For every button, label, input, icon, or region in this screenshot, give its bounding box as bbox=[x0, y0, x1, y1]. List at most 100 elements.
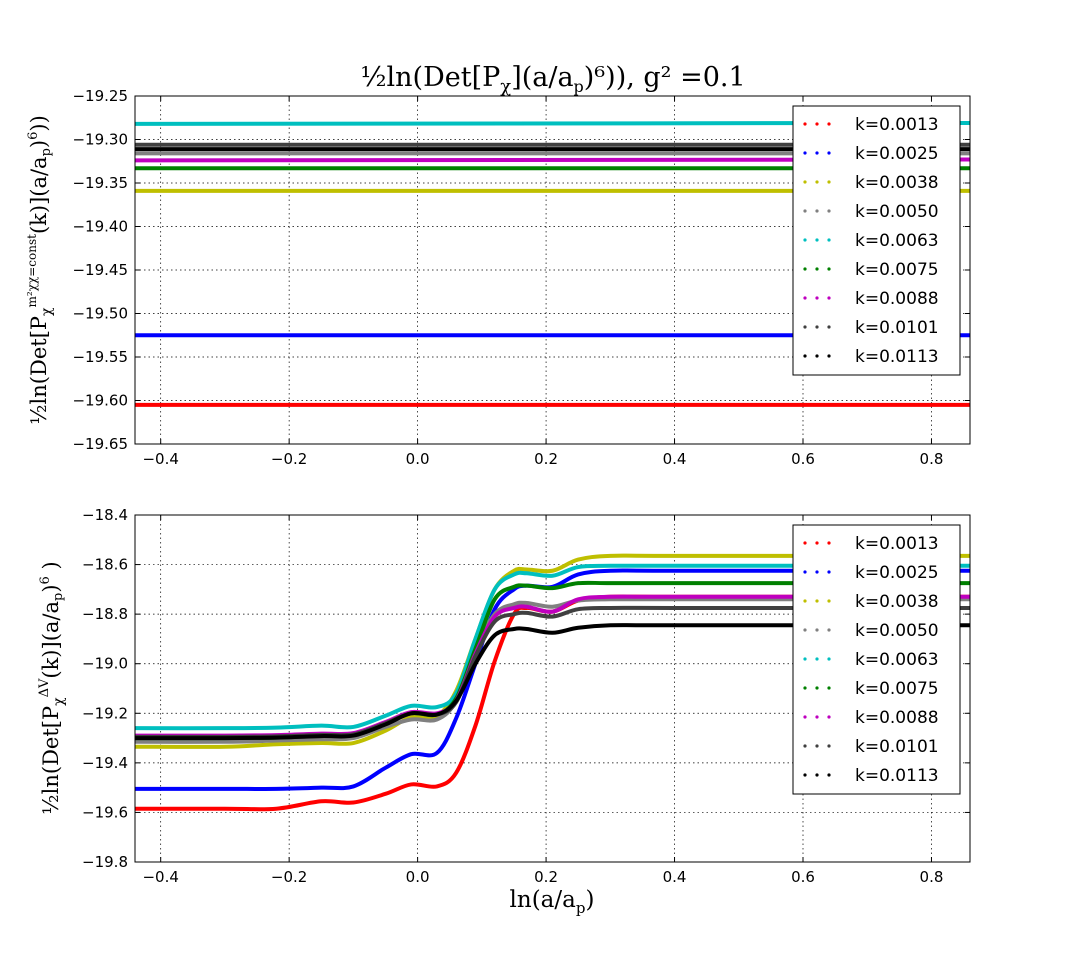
x-tick-label: −0.2 bbox=[271, 868, 307, 886]
legend-marker bbox=[815, 122, 819, 126]
legend-label: k=0.0013 bbox=[855, 115, 939, 135]
legend-label: k=0.0050 bbox=[855, 621, 939, 641]
legend-marker bbox=[815, 151, 819, 155]
legend-marker bbox=[803, 151, 807, 155]
legend-box bbox=[792, 105, 961, 376]
y-tick-label: −19.60 bbox=[72, 392, 128, 410]
legend-marker bbox=[827, 773, 831, 777]
legend-label: k=0.0025 bbox=[855, 144, 939, 164]
svg-text:½ln(Det[Pχm²χχ=const(k)](a/ap): ½ln(Det[Pχm²χχ=const(k)](a/ap)6)) bbox=[25, 115, 55, 425]
series-group bbox=[135, 553, 970, 812]
legend-marker bbox=[815, 715, 819, 719]
y-tick-label: −18.6 bbox=[82, 556, 128, 574]
legend-marker bbox=[803, 325, 807, 329]
x-tick-label: −0.4 bbox=[142, 450, 178, 468]
x-tick-label: 0.0 bbox=[406, 868, 430, 886]
y-tick-label: −19.65 bbox=[72, 435, 128, 453]
legend-marker bbox=[815, 657, 819, 661]
legend-marker bbox=[827, 686, 831, 690]
legend: k=0.0013 k=0.0025 k=0.0038 k=0.0050 k=0.0063… bbox=[792, 524, 961, 795]
legend-marker bbox=[815, 267, 819, 271]
bottom-xlabel: ln(a/ap) bbox=[510, 887, 595, 917]
x-tick-label: 0.4 bbox=[663, 450, 687, 468]
legend-marker bbox=[827, 354, 831, 358]
y-tick-label: −19.0 bbox=[82, 655, 128, 673]
x-tick-label: 0.2 bbox=[534, 868, 558, 886]
legend-marker bbox=[803, 354, 807, 358]
legend-marker bbox=[815, 238, 819, 242]
y-tick-label: −19.25 bbox=[72, 87, 128, 105]
legend-marker bbox=[803, 657, 807, 661]
svg-text:½ln(Det[Pχ](a/ap)⁶)), g² =0.1: ½ln(Det[Pχ](a/ap)⁶)), g² =0.1 bbox=[360, 62, 745, 97]
legend: k=0.0013 k=0.0025 k=0.0038 k=0.0050 k=0.0063… bbox=[792, 105, 961, 376]
top-ylabel: ½ln(Det[Pχm²χχ=const(k)](a/ap)6)) bbox=[25, 115, 55, 425]
legend-marker bbox=[815, 686, 819, 690]
x-tick-label: 0.0 bbox=[406, 450, 430, 468]
legend-marker bbox=[827, 238, 831, 242]
legend-label: k=0.0075 bbox=[855, 679, 939, 699]
legend-marker bbox=[827, 541, 831, 545]
x-tick-label: −0.2 bbox=[271, 450, 307, 468]
svg-text:½ln(Det[PχΔV(k)](a/ap)6 ): ½ln(Det[PχΔV(k)](a/ap)6 ) bbox=[37, 561, 67, 814]
y-tick-label: −19.30 bbox=[72, 131, 128, 149]
y-tick-label: −19.40 bbox=[72, 218, 128, 236]
y-tick-label: −18.8 bbox=[82, 605, 128, 623]
legend-label: k=0.0038 bbox=[855, 592, 939, 612]
legend-label: k=0.0075 bbox=[855, 260, 939, 280]
legend-marker bbox=[827, 267, 831, 271]
legend-marker bbox=[827, 715, 831, 719]
legend-marker bbox=[827, 151, 831, 155]
legend-marker bbox=[803, 599, 807, 603]
legend-marker bbox=[803, 267, 807, 271]
legend-marker bbox=[815, 773, 819, 777]
legend-label: k=0.0113 bbox=[855, 347, 939, 367]
svg-text:ln(a/ap): ln(a/ap) bbox=[510, 887, 595, 917]
legend-label: k=0.0088 bbox=[855, 708, 939, 728]
legend-marker bbox=[803, 238, 807, 242]
legend-marker bbox=[827, 180, 831, 184]
legend-marker bbox=[827, 570, 831, 574]
legend-label: k=0.0101 bbox=[855, 737, 939, 757]
y-tick-label: −19.4 bbox=[82, 754, 128, 772]
plot-frame bbox=[134, 514, 971, 863]
y-tick-label: −19.8 bbox=[82, 853, 128, 871]
y-tick-label: −19.45 bbox=[72, 261, 128, 279]
legend-marker bbox=[815, 296, 819, 300]
legend-marker bbox=[803, 715, 807, 719]
x-tick-label: 0.8 bbox=[920, 868, 944, 886]
legend-marker bbox=[803, 570, 807, 574]
bottom-panel: −0.4 −0.2 0.0 0.2 0.4 0.6 0.8 −18.4 −18.6 −18.8 −1… bbox=[82, 506, 971, 886]
legend-label: k=0.0050 bbox=[855, 202, 939, 222]
legend-marker bbox=[803, 296, 807, 300]
legend-marker bbox=[827, 599, 831, 603]
legend-marker bbox=[827, 744, 831, 748]
legend-marker bbox=[815, 570, 819, 574]
bottom-ylabel: ½ln(Det[PχΔV(k)](a/ap)6 ) bbox=[37, 561, 67, 814]
legend-marker bbox=[803, 209, 807, 213]
x-tick-label: 0.8 bbox=[920, 450, 944, 468]
legend-marker bbox=[827, 657, 831, 661]
series-line-k=0.0113 bbox=[135, 623, 970, 741]
legend-marker bbox=[803, 628, 807, 632]
legend-label: k=0.0025 bbox=[855, 563, 939, 583]
legend-label: k=0.0088 bbox=[855, 289, 939, 309]
legend-marker bbox=[815, 354, 819, 358]
x-tick-label: −0.4 bbox=[142, 868, 178, 886]
y-tick-label: −19.6 bbox=[82, 803, 128, 821]
legend-marker bbox=[815, 209, 819, 213]
legend-marker bbox=[803, 744, 807, 748]
legend-marker bbox=[803, 180, 807, 184]
legend-marker bbox=[827, 122, 831, 126]
legend-label: k=0.0063 bbox=[855, 650, 939, 670]
legend-marker bbox=[815, 744, 819, 748]
legend-marker bbox=[815, 325, 819, 329]
y-tick-label: −19.35 bbox=[72, 174, 128, 192]
y-tick-label: −19.2 bbox=[82, 704, 128, 722]
legend-label: k=0.0113 bbox=[855, 766, 939, 786]
title-text: ½ln(Det[P bbox=[360, 62, 500, 93]
plot-frame bbox=[134, 95, 971, 445]
y-tick-label: −19.55 bbox=[72, 348, 128, 366]
figure-title: ½ln(Det[Pχ](a/ap)⁶)), g² =0.1 bbox=[360, 62, 745, 97]
legend-marker bbox=[803, 686, 807, 690]
legend-marker bbox=[815, 541, 819, 545]
